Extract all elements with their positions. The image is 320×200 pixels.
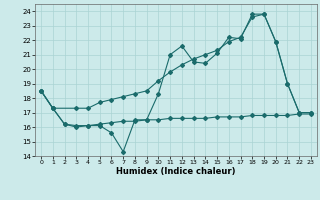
X-axis label: Humidex (Indice chaleur): Humidex (Indice chaleur) xyxy=(116,167,236,176)
